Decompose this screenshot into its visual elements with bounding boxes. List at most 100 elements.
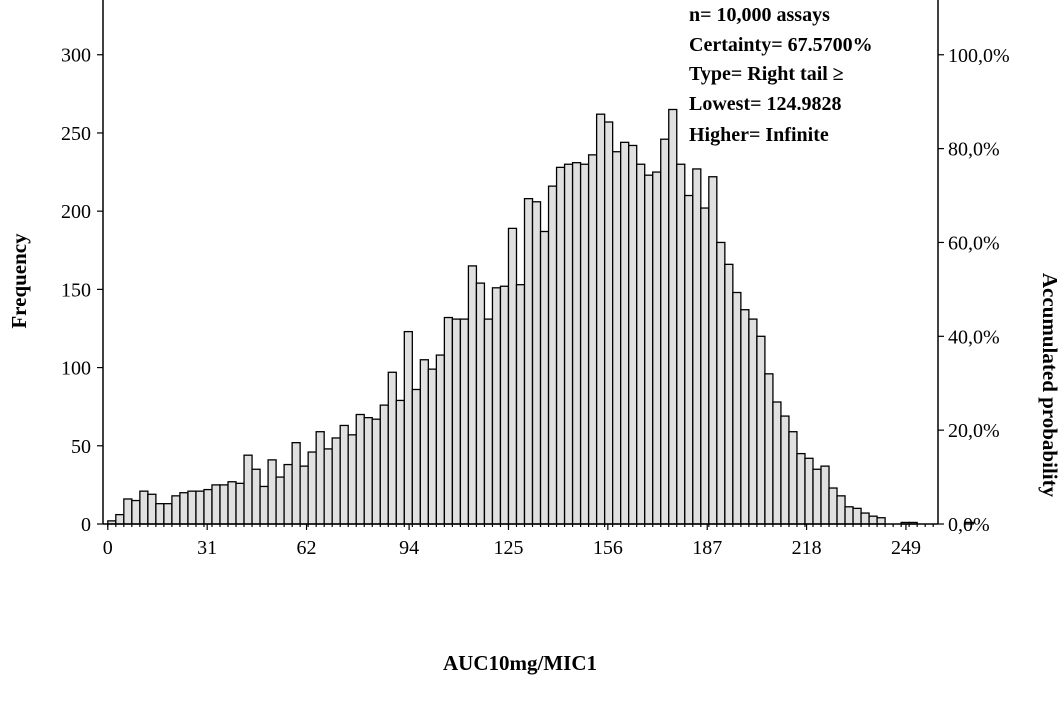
annotation-n: n= 10,000 assays <box>689 4 830 26</box>
annotation-higher: Higher= Infinite <box>689 124 829 146</box>
histogram-bar <box>531 201 542 525</box>
y-axis-title: Frequency <box>7 233 31 329</box>
histogram-bar <box>251 468 261 525</box>
histogram-bar <box>844 506 854 525</box>
y-tick-label: 50 <box>71 436 91 458</box>
histogram-bar <box>411 388 421 525</box>
y2-tick-label: 60,0% <box>948 232 1000 254</box>
histogram-bars <box>107 108 974 525</box>
histogram-bar <box>387 371 397 525</box>
y2-tick-label: 100,0% <box>948 45 1010 67</box>
y2-axis-title: Accumulated probability <box>1038 273 1062 498</box>
histogram-bar <box>299 465 309 525</box>
y-tick-label: 250 <box>61 123 91 145</box>
histogram-bar <box>179 492 189 525</box>
histogram-bar <box>443 316 454 525</box>
histogram-bar <box>507 227 518 525</box>
histogram-bar <box>291 442 301 525</box>
histogram-bar <box>828 487 838 525</box>
histogram-bar <box>676 163 686 525</box>
histogram-bar <box>860 512 870 525</box>
stats-annotation: n= 10,000 assays Certainty= 67.5700% Typ… <box>689 4 873 146</box>
histogram-bar <box>155 503 165 525</box>
histogram-bar <box>131 499 141 525</box>
histogram-bar <box>307 451 317 525</box>
histogram-bar <box>171 495 181 525</box>
histogram-bar <box>652 171 662 525</box>
histogram-bar <box>804 457 814 525</box>
histogram-bar <box>475 282 486 525</box>
histogram-bar <box>764 373 774 525</box>
histogram-bar <box>684 194 694 525</box>
x-axis-ticks: 0 31 62 94 125 156 187 218 249 <box>103 524 934 559</box>
y-tick-label: 300 <box>61 45 91 67</box>
histogram-bar <box>612 151 622 525</box>
histogram-bar <box>235 482 245 525</box>
histogram-bar <box>315 431 325 525</box>
histogram-bar <box>331 437 341 525</box>
histogram-bar <box>780 415 790 525</box>
histogram-bar <box>379 404 389 525</box>
histogram-bar <box>595 113 606 525</box>
histogram-bar <box>724 263 734 525</box>
annotation-certainty: Certainty= 67.5700% <box>689 34 873 56</box>
histogram-bar <box>668 108 678 525</box>
x-axis-title: AUC10mg/MIC1 <box>443 651 597 675</box>
histogram-bar <box>195 490 205 525</box>
histogram-bar <box>876 517 886 525</box>
histogram-bar <box>435 354 446 525</box>
y2-tick-label: 40,0% <box>948 326 1000 348</box>
histogram-bar <box>323 448 333 525</box>
histogram-bar <box>267 459 277 525</box>
histogram-bar <box>732 291 742 525</box>
histogram-bar <box>620 141 630 525</box>
histogram-bar <box>483 318 494 525</box>
histogram-bar <box>123 498 133 525</box>
histogram-bar <box>644 174 654 525</box>
histogram-bar <box>547 185 558 525</box>
histogram-bar <box>587 154 598 525</box>
histogram-bar <box>579 163 590 525</box>
histogram-bar <box>243 454 253 525</box>
histogram-bar <box>523 198 534 525</box>
histogram-bar <box>203 488 213 525</box>
annotation-type: Type= Right tail ≥ <box>689 63 844 85</box>
histogram-bar <box>692 168 702 525</box>
histogram-bar <box>603 121 614 525</box>
histogram-bar <box>772 401 782 525</box>
x-tick-label: 62 <box>297 537 317 559</box>
y-tick-label: 150 <box>61 279 91 301</box>
x-tick-label: 156 <box>593 537 623 559</box>
histogram-bar <box>788 431 798 525</box>
histogram-bar <box>571 162 582 525</box>
histogram-bar <box>555 166 566 525</box>
histogram-bar <box>283 463 293 525</box>
histogram-bar <box>395 399 405 525</box>
histogram-bar <box>355 413 365 525</box>
y-tick-label: 0 <box>81 514 91 536</box>
x-tick-label: 218 <box>792 537 822 559</box>
histogram-bar <box>371 418 381 525</box>
x-tick-label: 249 <box>891 537 921 559</box>
histogram-bar <box>515 284 526 525</box>
histogram-bar <box>628 144 638 525</box>
histogram-bar <box>467 265 478 525</box>
x-tick-label: 94 <box>399 537 419 559</box>
histogram-bar <box>339 424 349 525</box>
histogram-bar <box>459 318 470 525</box>
y2-tick-label: 20,0% <box>948 420 1000 442</box>
histogram-bar <box>539 230 550 525</box>
y-axis-ticks: 0 50 100 150 200 250 300 <box>61 45 103 536</box>
x-tick-label: 125 <box>493 537 523 559</box>
histogram-bar <box>660 138 670 525</box>
histogram-bar <box>219 484 229 525</box>
histogram-bar <box>403 330 413 525</box>
x-tick-label: 31 <box>197 537 217 559</box>
histogram-bar <box>163 503 173 525</box>
histogram-bar <box>227 481 237 525</box>
histogram-bar <box>499 285 510 525</box>
histogram-bar <box>716 241 726 525</box>
histogram-bar <box>852 507 862 525</box>
histogram-bar <box>812 468 822 525</box>
